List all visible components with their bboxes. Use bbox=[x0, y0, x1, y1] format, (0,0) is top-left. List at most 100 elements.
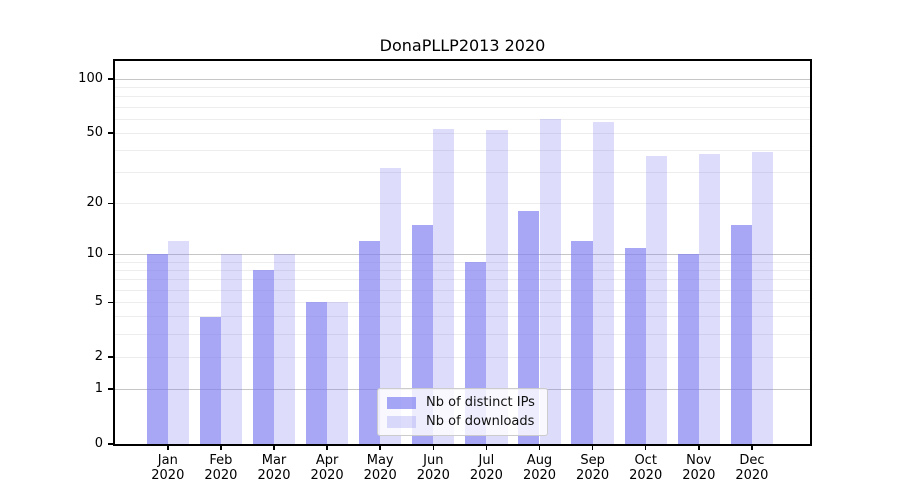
bar-nb-of-downloads-may bbox=[380, 167, 402, 444]
bar-nb-of-downloads-dec bbox=[751, 152, 774, 444]
x-tick-year-aug: 2020 bbox=[522, 468, 557, 483]
gridline-4 bbox=[115, 316, 810, 318]
x-tick-may bbox=[379, 446, 381, 450]
x-tick-month-jan: Jan bbox=[157, 453, 178, 468]
bar-nb-of-distinct-ips-aug bbox=[518, 211, 540, 444]
x-tick-label-dec: Dec 2020 bbox=[722, 453, 782, 483]
x-tick-jan bbox=[167, 446, 169, 450]
y-tick-1 bbox=[108, 388, 113, 390]
legend-row-downloads: Nb of downloads bbox=[387, 414, 535, 429]
legend-row-distinct-ips: Nb of distinct IPs bbox=[387, 395, 535, 410]
gridline-8 bbox=[115, 269, 810, 271]
y-tick-5 bbox=[108, 301, 113, 304]
y-tick-2 bbox=[108, 356, 113, 358]
y-tick-20 bbox=[108, 202, 113, 205]
gridline-50 bbox=[115, 132, 810, 134]
x-tick-label-aug: Aug 2020 bbox=[510, 453, 570, 483]
x-tick-year-jul: 2020 bbox=[469, 468, 503, 483]
x-tick-month-aug: Aug bbox=[526, 453, 553, 468]
x-tick-oct bbox=[644, 446, 647, 450]
bar-nb-of-downloads-oct bbox=[645, 156, 667, 444]
bar-nb-of-downloads-aug bbox=[539, 119, 561, 444]
x-tick-label-jul: Jul 2020 bbox=[456, 453, 516, 483]
bar-nb-of-downloads-feb bbox=[220, 254, 243, 444]
bar-nb-of-downloads-jun bbox=[433, 128, 455, 444]
x-tick-jul bbox=[485, 446, 488, 450]
axis-spine-bottom bbox=[113, 444, 812, 446]
y-tick-50 bbox=[108, 132, 113, 134]
gridline-7 bbox=[115, 279, 810, 281]
y-tick-label-0: 0 bbox=[94, 436, 103, 451]
x-tick-label-mar: Mar 2020 bbox=[244, 453, 304, 483]
x-tick-year-apr: 2020 bbox=[310, 468, 344, 483]
gridline-60 bbox=[115, 118, 810, 120]
gridline-90 bbox=[115, 86, 810, 88]
legend-label-downloads: Nb of downloads bbox=[426, 414, 535, 429]
x-tick-label-nov: Nov 2020 bbox=[669, 453, 729, 483]
gridline-2 bbox=[115, 356, 810, 358]
x-tick-month-mar: Mar bbox=[261, 453, 287, 468]
x-tick-month-nov: Nov bbox=[686, 453, 712, 468]
x-tick-jun bbox=[432, 446, 435, 450]
x-tick-label-apr: Apr 2020 bbox=[297, 453, 357, 483]
legend: Nb of distinct IPs Nb of downloads bbox=[377, 388, 548, 436]
x-tick-year-mar: 2020 bbox=[257, 468, 291, 483]
gridline-3 bbox=[115, 333, 810, 335]
x-tick-month-may: May bbox=[366, 453, 394, 468]
axis-spine-right bbox=[810, 59, 812, 446]
y-tick-label-5: 5 bbox=[94, 294, 103, 310]
x-tick-month-sep: Sep bbox=[580, 453, 605, 468]
gridline-9 bbox=[115, 261, 810, 263]
y-tick-label-1: 1 bbox=[94, 381, 103, 397]
bar-nb-of-downloads-apr bbox=[327, 302, 349, 444]
chart-title: DonaPLLP2013 2020 bbox=[379, 36, 546, 55]
gridline-5 bbox=[115, 301, 810, 303]
legend-swatch-distinct-ips bbox=[387, 396, 416, 409]
gridline-40 bbox=[115, 149, 810, 151]
legend-swatch-downloads bbox=[387, 415, 416, 428]
x-tick-month-dec: Dec bbox=[739, 453, 765, 468]
x-tick-feb bbox=[220, 446, 222, 450]
gridline-20 bbox=[115, 202, 810, 204]
gridline-6 bbox=[115, 289, 810, 291]
gridline-major-10 bbox=[115, 253, 810, 255]
gridline-80 bbox=[115, 96, 810, 98]
bar-nb-of-distinct-ips-apr bbox=[305, 302, 328, 444]
legend-label-distinct-ips: Nb of distinct IPs bbox=[426, 395, 535, 410]
y-tick-label-20: 20 bbox=[86, 195, 103, 211]
x-tick-year-jan: 2020 bbox=[151, 468, 185, 483]
y-tick-label-100: 100 bbox=[78, 71, 103, 87]
x-tick-nov bbox=[698, 446, 700, 450]
bar-nb-of-distinct-ips-mar bbox=[252, 270, 274, 444]
bar-nb-of-distinct-ips-jan bbox=[146, 254, 168, 444]
bar-nb-of-distinct-ips-oct bbox=[624, 247, 646, 444]
x-tick-apr bbox=[326, 446, 328, 450]
bar-nb-of-downloads-jan bbox=[167, 241, 189, 444]
y-tick-10 bbox=[108, 253, 113, 256]
x-tick-mar bbox=[273, 446, 275, 450]
x-tick-month-jun: Jun bbox=[423, 453, 444, 468]
x-tick-year-may: 2020 bbox=[363, 468, 397, 483]
axis-spine-left bbox=[113, 59, 115, 446]
x-tick-year-dec: 2020 bbox=[735, 468, 769, 483]
bar-nb-of-distinct-ips-nov bbox=[677, 254, 699, 444]
bar-nb-of-distinct-ips-dec bbox=[730, 224, 752, 444]
x-tick-sep bbox=[591, 446, 594, 450]
y-tick-100 bbox=[108, 78, 113, 80]
x-tick-month-feb: Feb bbox=[209, 453, 233, 468]
x-tick-year-sep: 2020 bbox=[576, 468, 610, 483]
bar-nb-of-distinct-ips-may bbox=[359, 241, 381, 444]
bar-nb-of-distinct-ips-sep bbox=[571, 241, 593, 444]
x-tick-label-oct: Oct 2020 bbox=[616, 453, 676, 483]
x-tick-label-jan: Jan 2020 bbox=[138, 453, 198, 483]
bar-nb-of-distinct-ips-feb bbox=[199, 316, 221, 444]
bar-nb-of-downloads-nov bbox=[698, 154, 720, 444]
bar-nb-of-downloads-mar bbox=[274, 254, 296, 444]
x-tick-dec bbox=[751, 446, 753, 450]
x-tick-year-feb: 2020 bbox=[204, 468, 238, 483]
x-tick-label-jun: Jun 2020 bbox=[403, 453, 463, 483]
axis-spine-top bbox=[113, 59, 812, 61]
y-tick-0 bbox=[108, 443, 113, 445]
x-tick-month-jul: Jul bbox=[478, 453, 495, 468]
